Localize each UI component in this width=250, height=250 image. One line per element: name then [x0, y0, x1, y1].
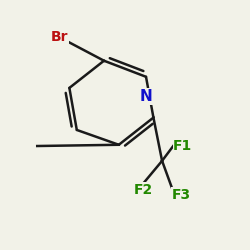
- Text: F2: F2: [134, 183, 153, 197]
- Text: N: N: [140, 89, 152, 104]
- Text: F3: F3: [172, 188, 191, 202]
- Text: F1: F1: [173, 139, 193, 153]
- Text: Br: Br: [51, 30, 68, 44]
